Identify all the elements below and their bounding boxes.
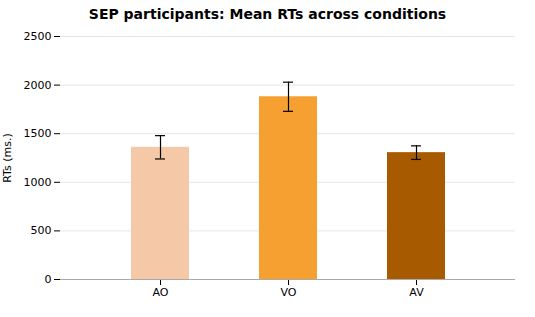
svg-text:VO: VO <box>281 286 297 299</box>
svg-text:0: 0 <box>45 273 52 286</box>
svg-text:1000: 1000 <box>24 176 52 189</box>
svg-text:AO: AO <box>153 286 169 299</box>
svg-text:RTs (ms.): RTs (ms.) <box>1 133 14 183</box>
svg-text:AV: AV <box>409 286 424 299</box>
svg-text:2500: 2500 <box>24 30 52 43</box>
svg-text:500: 500 <box>31 224 52 237</box>
html-text:SEP participants: Mean RTs acr: SEP participants: Mean RTs across condit… <box>88 6 447 22</box>
svg-text:1500: 1500 <box>24 127 52 140</box>
svg-text:2000: 2000 <box>24 79 52 92</box>
